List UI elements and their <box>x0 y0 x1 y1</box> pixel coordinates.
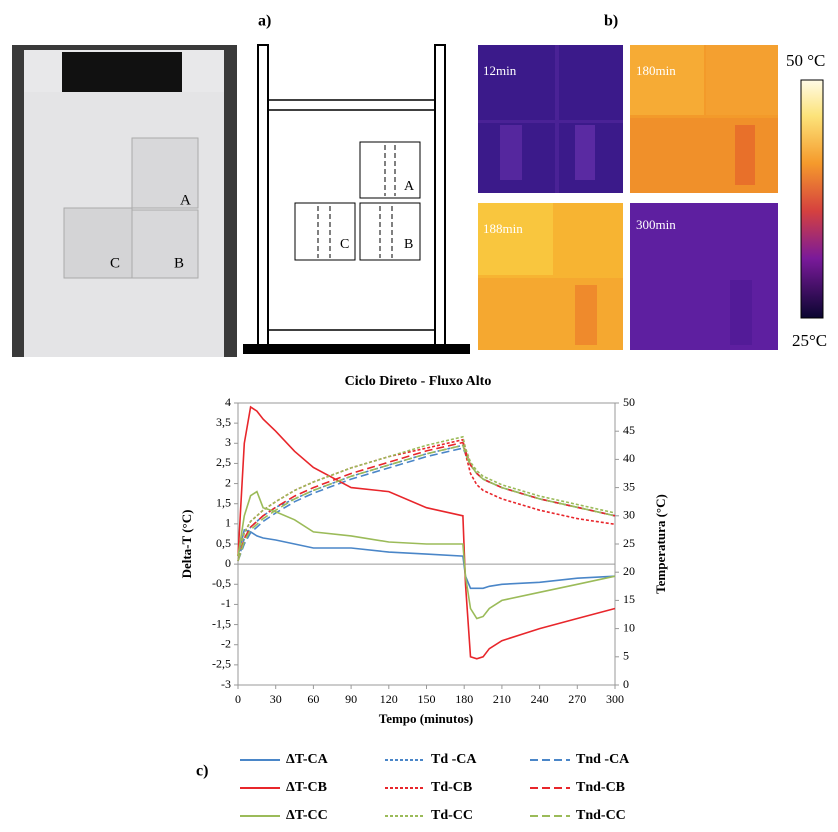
y-tick-label: 1,5 <box>216 495 231 509</box>
y-tick-label: -2,5 <box>212 657 231 671</box>
y-tick-label: -1,5 <box>212 616 231 630</box>
x-tick-label: 0 <box>235 692 241 706</box>
y2-axis-label: Temperatura (°C) <box>653 494 668 594</box>
y-tick-label: 0,5 <box>216 536 231 550</box>
panel-label: b) <box>604 13 618 30</box>
y-tick-label: 3 <box>225 435 231 449</box>
x-tick-label: 60 <box>307 692 319 706</box>
photo: A B C <box>12 45 237 357</box>
x-tick-label: 240 <box>531 692 549 706</box>
thermal-label: 180min <box>636 63 676 78</box>
x-tick-label: 120 <box>380 692 398 706</box>
diagram-label: C <box>340 237 349 252</box>
y-axis-label: Delta-T (°C) <box>179 510 194 579</box>
x-tick-label: 210 <box>493 692 511 706</box>
legend-label: Tnd-CC <box>576 808 626 823</box>
y2-tick-label: 45 <box>623 423 635 437</box>
y-tick-label: 3,5 <box>216 415 231 429</box>
series-line <box>238 530 615 588</box>
legend-label: Td -CA <box>431 752 477 767</box>
y2-tick-label: 15 <box>623 592 635 606</box>
diagram-label: A <box>404 179 415 194</box>
y2-tick-label: 20 <box>623 564 635 578</box>
y-tick-label: 4 <box>225 395 231 409</box>
y2-tick-label: 30 <box>623 508 635 522</box>
x-tick-label: 90 <box>345 692 357 706</box>
colorbar-label: 25°C <box>792 331 827 350</box>
photo-label: B <box>174 255 184 271</box>
y2-tick-label: 0 <box>623 677 629 691</box>
y-tick-label: -2 <box>221 636 231 650</box>
colorbar <box>801 80 823 318</box>
legend-label: ΔT-CC <box>286 808 328 823</box>
x-tick-label: 150 <box>418 692 436 706</box>
y-tick-label: 0 <box>225 556 231 570</box>
y2-tick-label: 50 <box>623 395 635 409</box>
thermal-images: 12min 180min 188min 300min <box>478 45 778 350</box>
thermal-label: 188min <box>483 221 523 236</box>
y2-tick-label: 40 <box>623 451 635 465</box>
chart-title: Ciclo Direto - Fluxo Alto <box>345 374 492 389</box>
y-tick-label: -3 <box>221 677 231 691</box>
x-tick-label: 180 <box>455 692 473 706</box>
figure: a) b) c) A B C A B C <box>0 0 838 832</box>
diagram: A B C <box>243 45 470 354</box>
legend-label: ΔT-CA <box>286 752 329 767</box>
legend-label: ΔT-CB <box>286 780 327 795</box>
photo-label: A <box>180 192 191 208</box>
x-tick-label: 300 <box>606 692 624 706</box>
panel-label: a) <box>258 13 271 30</box>
series-line <box>238 492 615 619</box>
x-tick-label: 30 <box>270 692 282 706</box>
diagram-label: B <box>404 237 413 252</box>
x-tick-label: 270 <box>568 692 586 706</box>
panel-label: c) <box>196 763 208 780</box>
colorbar-label: 50 °C <box>786 51 825 70</box>
y-tick-label: -1 <box>221 596 231 610</box>
y2-tick-label: 35 <box>623 479 635 493</box>
series-line <box>238 440 615 556</box>
y2-tick-label: 10 <box>623 620 635 634</box>
legend-label: Tnd -CA <box>576 752 630 767</box>
legend-label: Tnd-CB <box>576 780 625 795</box>
thermal-label: 12min <box>483 63 517 78</box>
y-tick-label: 1 <box>225 516 231 530</box>
thermal-label: 300min <box>636 217 676 232</box>
legend-label: Td-CC <box>431 808 473 823</box>
y-tick-label: 2,5 <box>216 455 231 469</box>
y2-tick-label: 5 <box>623 649 629 663</box>
y2-tick-label: 25 <box>623 536 635 550</box>
x-axis-label: Tempo (minutos) <box>379 711 474 726</box>
y-tick-label: -0,5 <box>212 576 231 590</box>
y-tick-label: 2 <box>225 475 231 489</box>
photo-label: C <box>110 255 120 271</box>
legend-label: Td-CB <box>431 780 472 795</box>
